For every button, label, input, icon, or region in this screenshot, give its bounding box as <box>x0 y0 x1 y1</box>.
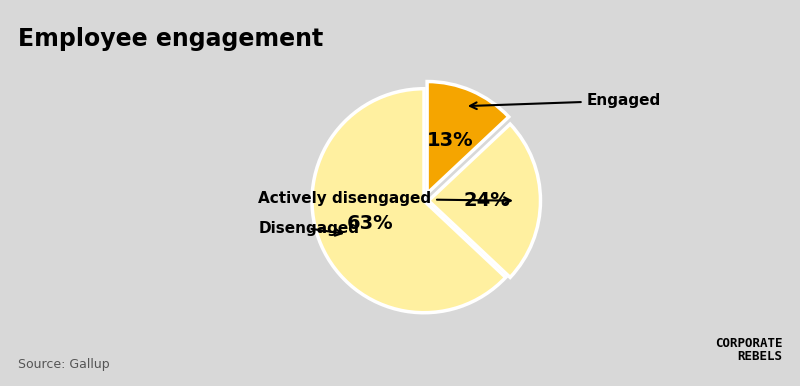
Text: 13%: 13% <box>427 130 474 149</box>
Text: 63%: 63% <box>347 214 394 234</box>
Wedge shape <box>429 124 541 278</box>
Text: CORPORATE
REBELS: CORPORATE REBELS <box>715 337 782 363</box>
Text: Actively disengaged: Actively disengaged <box>258 191 510 206</box>
Text: Employee engagement: Employee engagement <box>18 27 323 51</box>
Wedge shape <box>312 89 506 313</box>
Text: 24%: 24% <box>463 191 510 210</box>
Text: Engaged: Engaged <box>470 93 661 109</box>
Text: Disengaged: Disengaged <box>258 221 359 236</box>
Text: Source: Gallup: Source: Gallup <box>18 357 110 371</box>
Wedge shape <box>427 81 509 193</box>
